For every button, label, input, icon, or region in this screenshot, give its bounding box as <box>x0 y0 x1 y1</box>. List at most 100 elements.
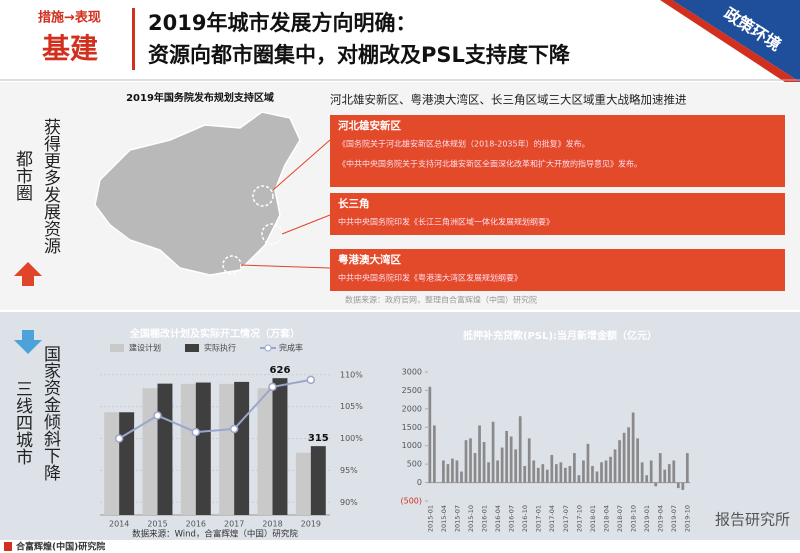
bar <box>577 475 581 483</box>
bar <box>469 438 472 483</box>
bar <box>478 425 481 483</box>
bar <box>500 447 504 483</box>
bar <box>518 416 522 483</box>
source: 数据来源：Wind，合富辉煌（中国）研究院 <box>132 529 298 540</box>
bar <box>473 453 477 483</box>
x-tick-label: 2017-07 <box>562 505 570 532</box>
bar <box>600 462 603 483</box>
bar <box>219 383 235 515</box>
region-circle <box>252 185 274 207</box>
category: 基建 <box>42 32 98 65</box>
marker <box>114 434 124 443</box>
bar <box>672 460 676 483</box>
title-line2: 资源向都市圈集中，对棚改及PSL支持度下降 <box>148 43 571 67</box>
bar <box>119 412 135 515</box>
x-tick-label: 2015-04 <box>440 505 448 532</box>
headline: 河北雄安新区、粤港澳大湾区、长三角区域三大区域重大战略加速推进 <box>330 93 687 107</box>
side-label: 三线四城市 <box>12 380 33 465</box>
x-tick-label: 2017-10 <box>575 505 583 532</box>
x-tick-label: 2016-01 <box>480 505 488 532</box>
region-boxes: 河北雄安新区《国务院关于河北雄安新区总体规划（2018-2035年）的批复》发布… <box>330 115 785 291</box>
bar <box>627 427 630 483</box>
x-tick-label: 2015-01 <box>426 505 434 532</box>
marker <box>268 382 277 392</box>
divider <box>132 8 135 70</box>
legend-swatch <box>264 344 272 352</box>
data-label: 626 <box>270 365 291 376</box>
y-tick-label: (500) <box>400 497 422 506</box>
bar <box>310 446 326 515</box>
bar <box>591 465 594 483</box>
bar <box>618 440 621 483</box>
marker <box>191 427 201 437</box>
side-text: 获得更多发展资源 <box>40 118 61 255</box>
region-box <box>330 193 785 235</box>
bar <box>532 460 536 483</box>
bar <box>586 443 590 483</box>
leader <box>240 264 331 269</box>
data-label: 315 <box>308 433 329 444</box>
region-box <box>330 115 785 187</box>
bar <box>676 482 680 489</box>
x-tick-label: 2018-10 <box>630 505 638 532</box>
legend-label: 完成率 <box>279 343 303 353</box>
source: 数据来源：政府官网，整理自合富辉煌（中国）研究院 <box>345 295 537 305</box>
bar <box>157 383 173 515</box>
bar <box>482 442 486 483</box>
bar <box>640 462 644 483</box>
x-tick-label: 2019-04 <box>657 505 665 532</box>
y2-tick-label: 95% <box>340 466 358 475</box>
y-tick-label: 1000 <box>402 441 422 450</box>
x-tick-label: 2019-07 <box>670 505 678 532</box>
x-tick-label: 2018-07 <box>616 505 624 532</box>
marker <box>306 375 316 385</box>
logo-mark <box>4 542 12 551</box>
bar <box>654 482 658 487</box>
bar <box>582 460 585 483</box>
bar <box>455 460 459 483</box>
bar <box>636 438 640 483</box>
bar <box>442 460 445 483</box>
legend-label: 实际执行 <box>204 343 236 353</box>
footer-bg <box>0 540 800 553</box>
bar <box>550 454 554 483</box>
bar <box>487 462 490 483</box>
x-tick-label: 2017 <box>224 520 244 529</box>
x-tick-label: 2017-01 <box>535 505 543 532</box>
bar <box>663 469 667 483</box>
logo: 合富辉煌(中国)研究院 <box>16 541 105 553</box>
bar <box>257 388 273 515</box>
bar <box>681 482 685 490</box>
x-tick-label: 2019-01 <box>643 505 651 532</box>
line <box>118 378 312 440</box>
bar <box>514 449 518 483</box>
bar <box>295 452 311 515</box>
x-tick-label: 2017-04 <box>548 505 556 532</box>
bar <box>554 464 558 483</box>
x-tick-label: 2016 <box>186 520 206 529</box>
bar <box>573 453 576 483</box>
region-name: 长三角 <box>338 197 370 210</box>
y-tick-label: 500 <box>407 460 422 469</box>
bar <box>464 440 468 483</box>
x-tick-label: 2018 <box>262 520 282 529</box>
map <box>94 111 301 276</box>
legend-swatch <box>110 344 124 352</box>
region-name: 河北雄安新区 <box>338 119 401 132</box>
region-box <box>330 249 785 291</box>
region-item: 《中共中央国务院关于支持河北雄安新区全面深化改革和扩大开放的指导意见》发布。 <box>338 159 642 169</box>
down-arrow <box>14 330 42 354</box>
chart-title: 全国棚改计划及实际开工情况（万套） <box>129 327 300 340</box>
x-tick-label: 2016-10 <box>521 505 529 532</box>
bar <box>491 421 495 483</box>
region-item: 《国务院关于河北雄安新区总体规划（2018-2035年）的批复》发布。 <box>338 139 590 149</box>
bar <box>559 462 563 483</box>
region-name: 粤港澳大湾区 <box>338 253 401 266</box>
bar <box>433 425 436 483</box>
bar <box>564 467 567 483</box>
marker <box>229 424 239 434</box>
x-tick-label: 2018-01 <box>589 505 597 532</box>
bar <box>451 458 454 483</box>
y-tick-label: 3000 <box>402 368 422 377</box>
